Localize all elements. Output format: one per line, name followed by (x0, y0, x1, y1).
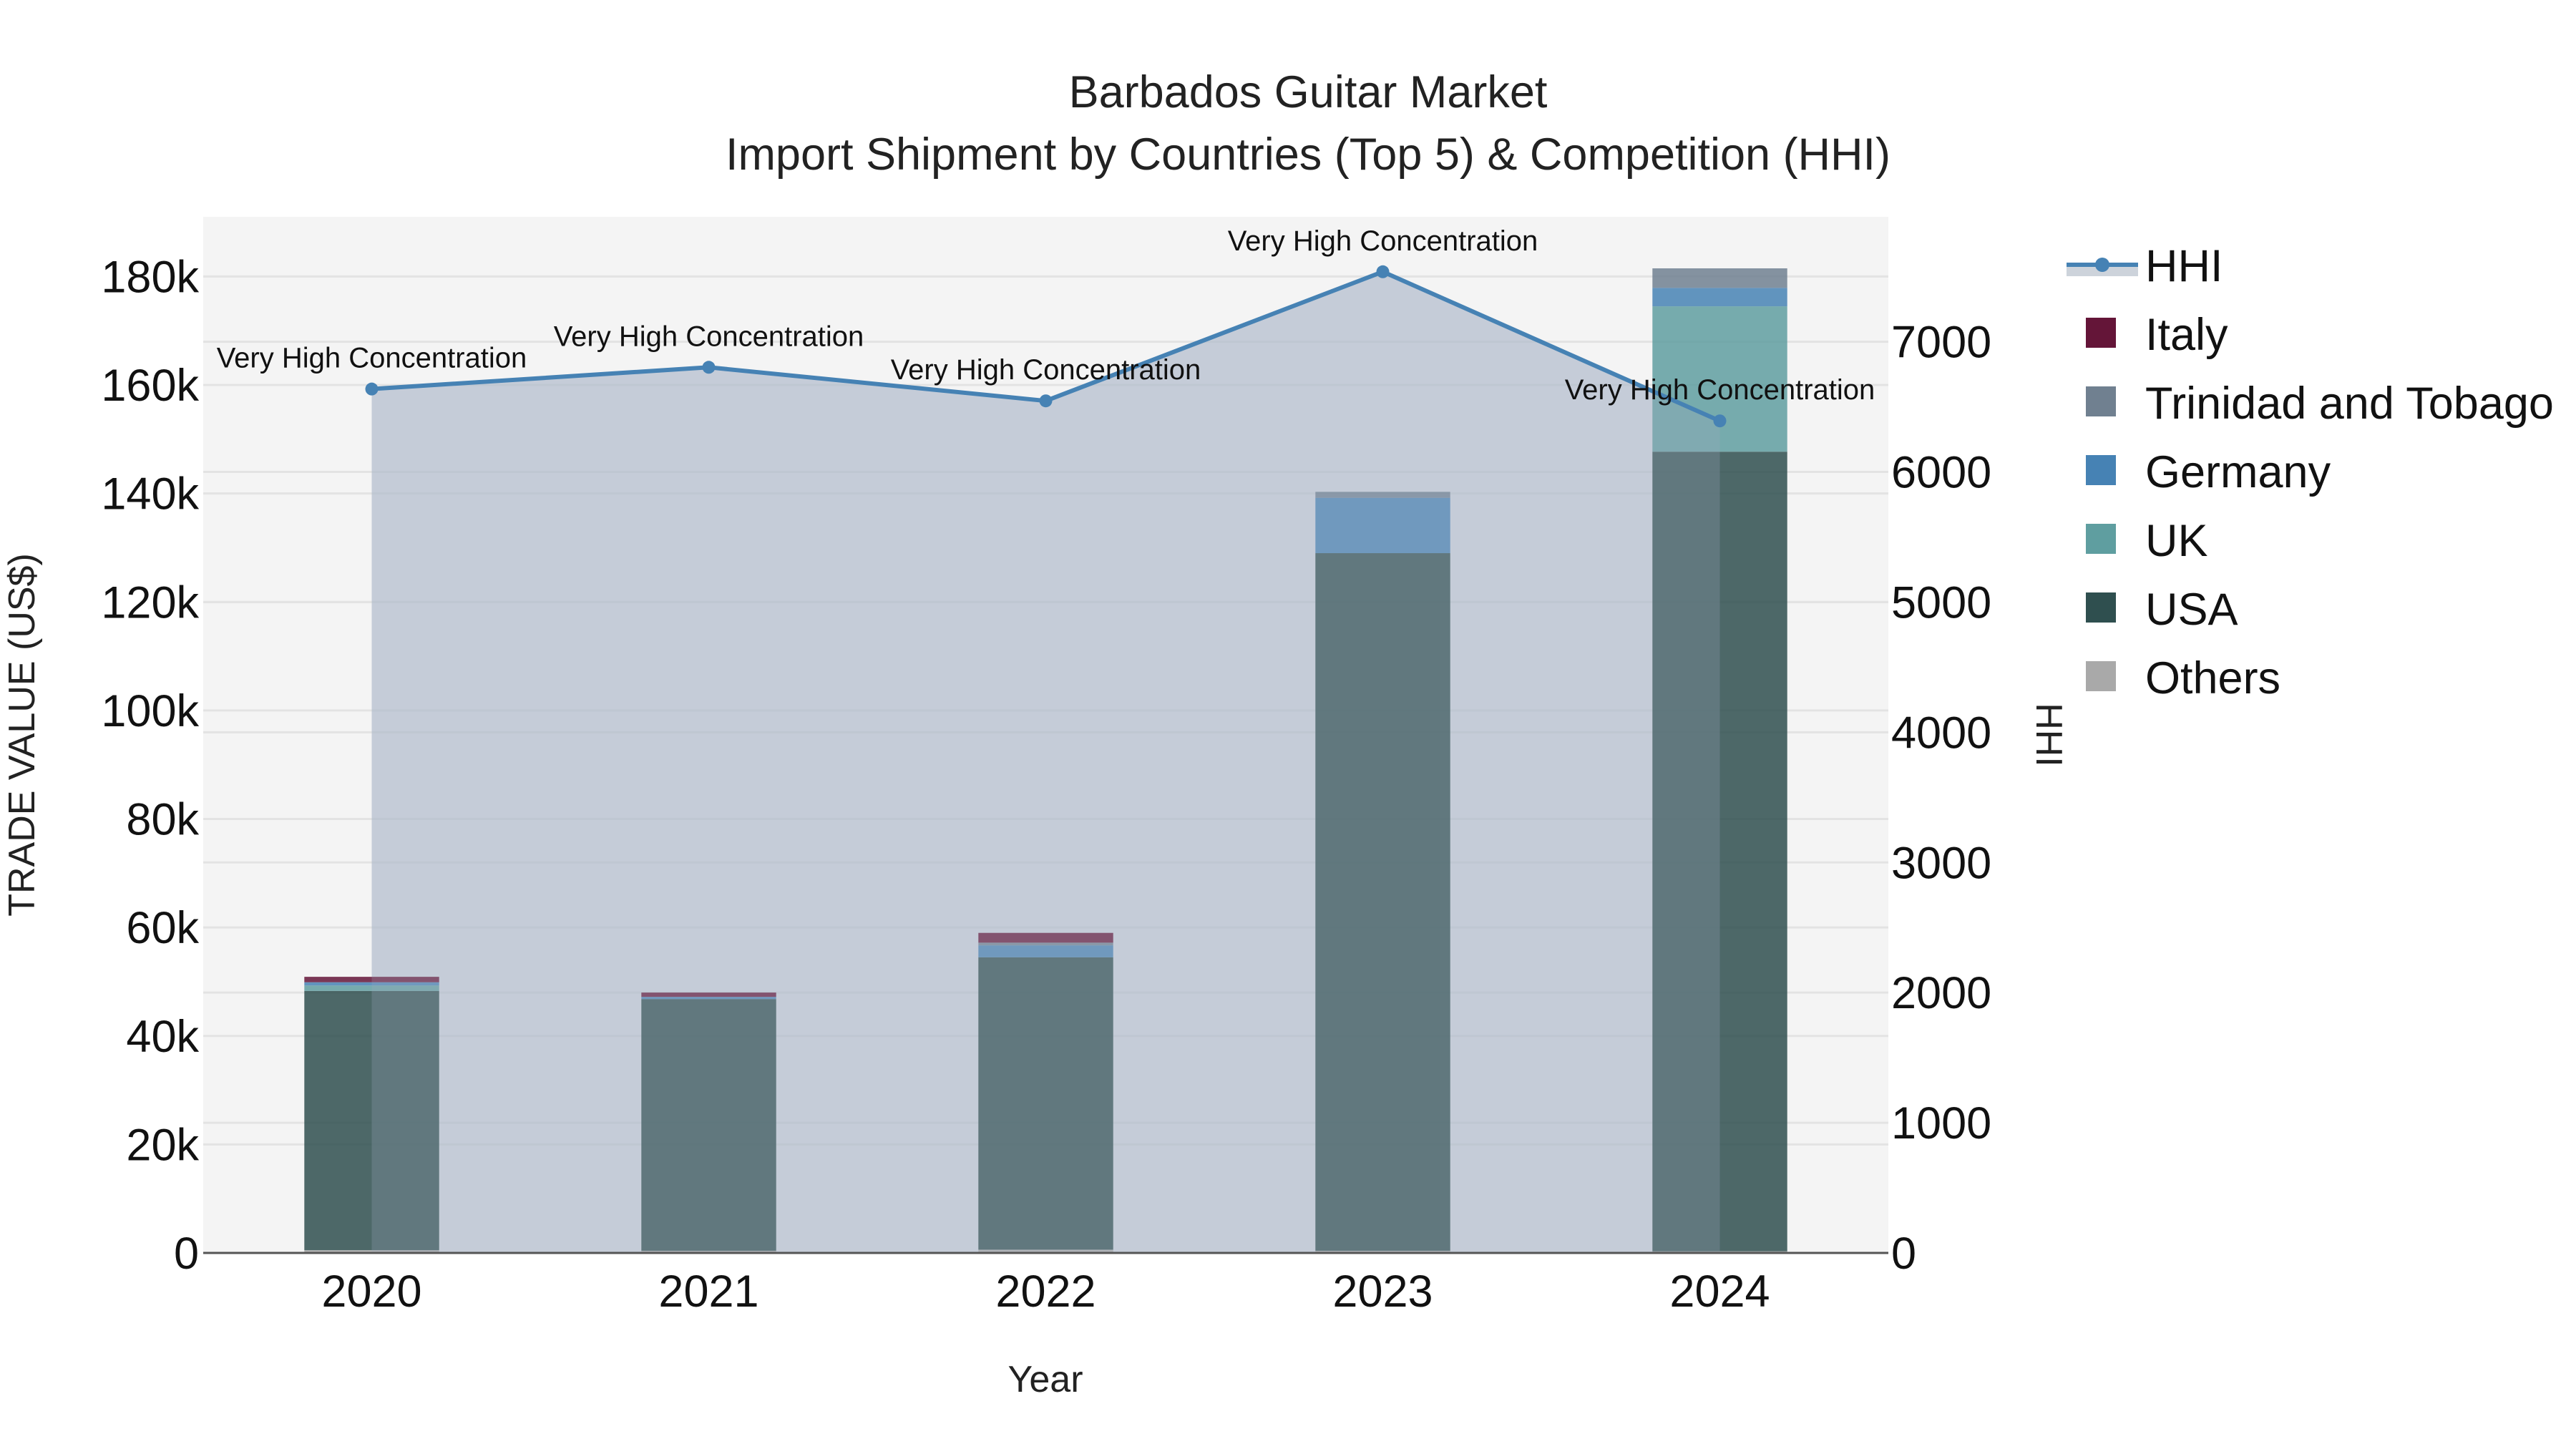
legend-swatch-usa (2086, 592, 2116, 623)
bar-segment-germany (641, 997, 776, 1000)
bar-segment-uk (1652, 306, 1787, 452)
hhi-marker (1376, 265, 1390, 278)
x-tick-label: 2022 (995, 1267, 1096, 1317)
y-left-tick-label: 0 (174, 1229, 199, 1279)
bar-segment-usa (1315, 553, 1450, 1251)
y-left-tick-label: 140k (101, 469, 199, 519)
y-right-tick-label: 2000 (1891, 968, 1991, 1018)
x-axis-title: Year (1008, 1359, 1083, 1400)
bar-segment-germany (1315, 497, 1450, 554)
bar-segment-others (304, 1250, 439, 1253)
bar-segment-germany (978, 945, 1113, 957)
bar-segment-others (978, 1249, 1113, 1253)
y-left-tick-label: 180k (101, 252, 199, 302)
chart-title-line2: Import Shipment by Countries (Top 5) & C… (726, 130, 1890, 180)
hhi-line (365, 265, 1727, 428)
y-right-tick-label: 1000 (1891, 1098, 1991, 1148)
legend-label: Germany (2145, 447, 2331, 497)
y-left-tick-label: 40k (126, 1012, 199, 1062)
legend-hhi-marker-icon (2095, 258, 2109, 272)
y-left-tick-label: 20k (126, 1120, 199, 1170)
bar-segment-trinidad-and-tobago (1315, 492, 1450, 498)
hhi-annotation: Very High Concentration (1565, 374, 1875, 406)
y-axis-right-title: HHI (2028, 703, 2069, 767)
legend: HHI Italy Trinidad and Tobago Germany UK USA O… (2067, 241, 2554, 703)
legend-label: Others (2145, 653, 2280, 703)
bar-segment-usa (1652, 452, 1787, 1252)
x-tick-label: 2020 (321, 1267, 421, 1317)
x-tick-label: 2021 (658, 1267, 758, 1317)
y-right-tick-label: 4000 (1891, 708, 1991, 758)
bar-segment-trinidad-and-tobago (978, 942, 1113, 946)
bar-segment-germany (304, 982, 439, 986)
bar-segment-others (1315, 1250, 1450, 1253)
y-left-tick-label: 160k (101, 361, 199, 411)
bar-segment-germany (1652, 288, 1787, 307)
bar-segment-italy (641, 992, 776, 997)
hhi-marker (1039, 394, 1053, 408)
legend-swatch-trinidad-and-tobago (2086, 386, 2116, 416)
x-tick-label: 2024 (1669, 1267, 1770, 1317)
bar-segment-trinidad-and-tobago (1652, 268, 1787, 288)
legend-swatch-germany (2086, 455, 2116, 485)
y-right-tick-label: 5000 (1891, 577, 1991, 628)
hhi-annotations: Very High Concentration Very High Concent… (217, 225, 1875, 406)
y-axis-left-ticks: 0 20k 40k 60k 80k 100k 120k 140k 160k 180k (101, 252, 199, 1279)
legend-swatch-italy (2086, 318, 2116, 348)
hhi-marker (365, 382, 379, 396)
legend-label: Italy (2145, 310, 2228, 360)
chart-title-line1: Barbados Guitar Market (1069, 67, 1548, 117)
y-left-tick-label: 120k (101, 577, 199, 628)
bar-segment-others (641, 1250, 776, 1253)
stacked-bars (304, 268, 1787, 1253)
bar-segment-uk (304, 985, 439, 991)
y-right-tick-label: 6000 (1891, 448, 1991, 498)
bar-segment-italy (304, 977, 439, 982)
legend-label: Trinidad and Tobago (2145, 379, 2554, 429)
hhi-annotation: Very High Concentration (1228, 225, 1538, 257)
y-right-tick-label: 7000 (1891, 318, 1991, 368)
bar-segment-italy (978, 932, 1113, 943)
hhi-annotation: Very High Concentration (217, 343, 527, 374)
hhi-marker (702, 361, 716, 374)
x-tick-label: 2023 (1332, 1267, 1433, 1317)
legend-label: USA (2145, 585, 2238, 635)
x-axis-ticks: 2020 2021 2022 2023 2024 (321, 1267, 1770, 1317)
y-left-tick-label: 60k (126, 903, 199, 953)
y-right-tick-label: 3000 (1891, 838, 1991, 888)
hhi-annotation: Very High Concentration (554, 321, 864, 352)
y-left-tick-label: 100k (101, 686, 199, 736)
legend-label: HHI (2145, 241, 2223, 291)
y-left-tick-label: 80k (126, 795, 199, 845)
legend-swatch-uk (2086, 524, 2116, 554)
hhi-annotation: Very High Concentration (891, 354, 1201, 386)
bar-segment-usa (304, 990, 439, 1251)
legend-swatch-others (2086, 661, 2116, 691)
y-axis-right-ticks: 0 1000 2000 3000 4000 5000 6000 7000 (1891, 318, 1991, 1279)
hhi-area-overlay (371, 271, 1720, 1253)
bar-segment-usa (641, 999, 776, 1251)
bar-segment-usa (978, 957, 1113, 1250)
y-right-tick-label: 0 (1891, 1229, 1916, 1279)
y-axis-left-title: TRADE VALUE (US$) (1, 553, 43, 917)
hhi-marker (1713, 414, 1727, 428)
legend-label: UK (2145, 516, 2208, 566)
